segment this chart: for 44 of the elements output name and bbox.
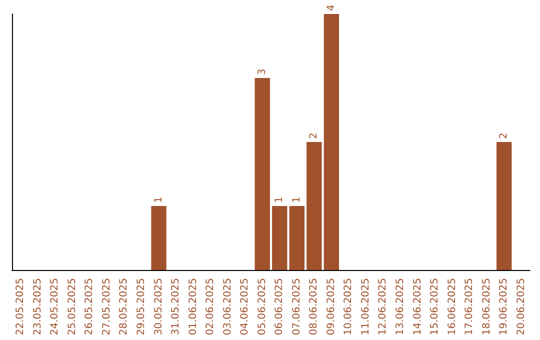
x-tick-label: 09.06.2025 xyxy=(326,278,337,336)
x-tick-label: 19.06.2025 xyxy=(498,278,510,336)
x-tick-label: 04.06.2025 xyxy=(240,278,251,336)
x-tick-label: 13.06.2025 xyxy=(395,278,406,336)
data-label: 1 xyxy=(274,196,286,203)
x-tick-label: 15.06.2025 xyxy=(430,278,441,336)
x-tick-label: 24.05.2025 xyxy=(50,278,61,336)
x-tick-label: 02.06.2025 xyxy=(205,278,216,336)
data-label: 3 xyxy=(256,68,268,75)
x-tick-label: 08.06.2025 xyxy=(308,278,320,336)
x-tick-label: 12.06.2025 xyxy=(378,278,389,336)
bar xyxy=(306,142,322,270)
x-tick-label: 29.05.2025 xyxy=(136,278,147,336)
x-tick-label: 17.06.2025 xyxy=(464,278,476,336)
bar xyxy=(272,206,288,270)
x-tick-label: 07.06.2025 xyxy=(291,278,302,336)
x-tick-label: 18.06.2025 xyxy=(481,278,492,336)
data-label: 1 xyxy=(153,196,164,203)
bar xyxy=(151,206,166,270)
x-tick-label: 14.06.2025 xyxy=(412,278,424,336)
x-tick-label: 05.06.2025 xyxy=(256,278,268,336)
data-label: 1 xyxy=(291,196,302,203)
data-label: 4 xyxy=(326,4,337,11)
x-tick-label: 25.05.2025 xyxy=(66,278,78,336)
bar xyxy=(324,14,340,270)
data-label: 2 xyxy=(498,132,510,139)
x-tick-label: 30.05.2025 xyxy=(153,278,164,336)
x-tick-label: 27.05.2025 xyxy=(101,278,112,336)
x-tick-label: 01.06.2025 xyxy=(188,278,199,336)
x-tick-label: 26.05.2025 xyxy=(84,278,96,336)
data-label: 2 xyxy=(308,132,320,139)
bar xyxy=(289,206,304,270)
x-tick-label: 11.06.2025 xyxy=(360,278,372,336)
x-tick-label: 03.06.2025 xyxy=(222,278,234,336)
x-tick-label: 06.06.2025 xyxy=(274,278,286,336)
x-tick-label: 31.05.2025 xyxy=(170,278,182,336)
x-tick-label: 16.06.2025 xyxy=(446,278,458,336)
x-tick-label: 22.05.2025 xyxy=(15,278,26,336)
x-tick-label: 23.05.2025 xyxy=(32,278,44,336)
x-tick-label: 10.06.2025 xyxy=(343,278,354,336)
bar xyxy=(254,78,270,270)
x-tick-label: 28.05.2025 xyxy=(118,278,130,336)
x-tick-label: 20.06.2025 xyxy=(516,278,527,336)
bar xyxy=(496,142,512,270)
